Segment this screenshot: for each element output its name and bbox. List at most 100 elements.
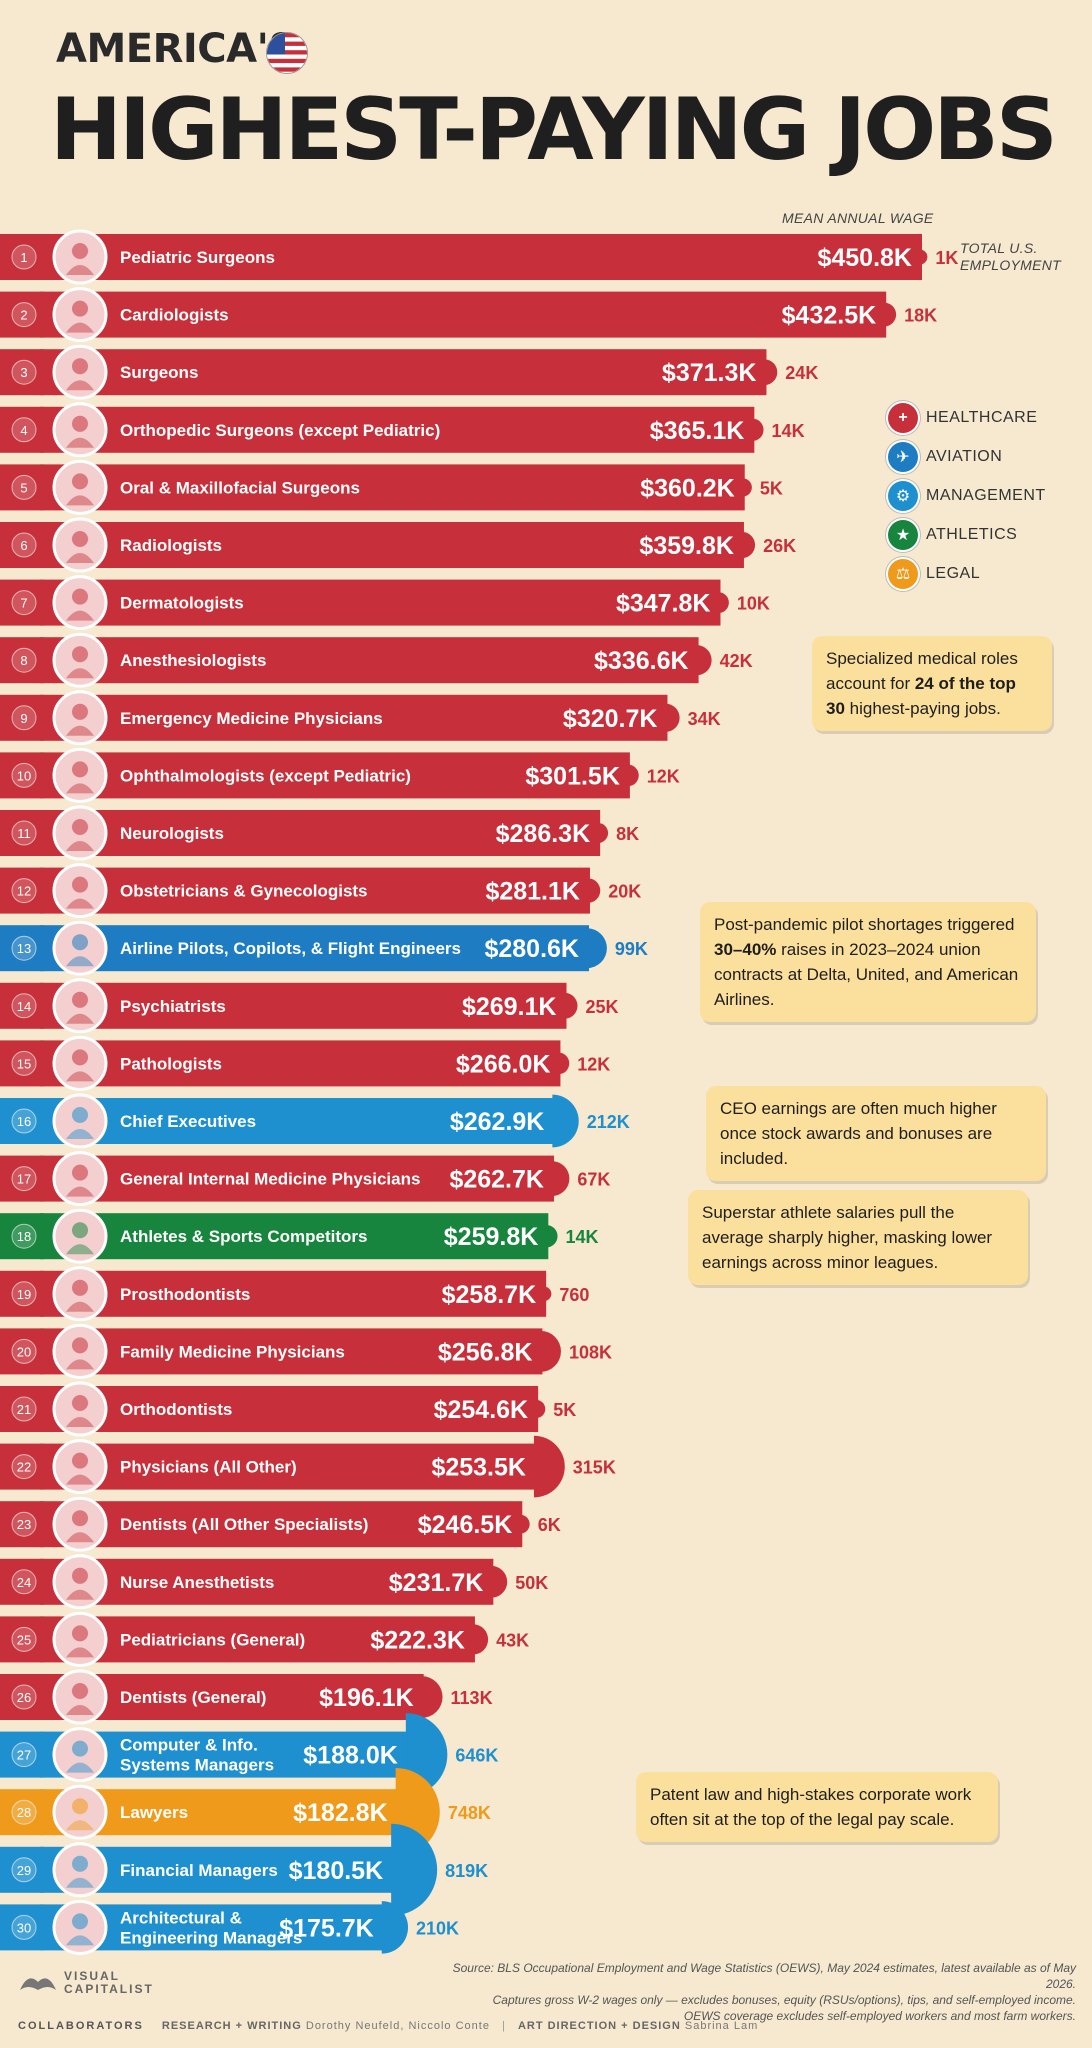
job-photo-head-4: [72, 415, 88, 432]
wage-label-5: $360.2K: [640, 474, 735, 502]
rank-number-9: 9: [20, 711, 27, 726]
job-photo-head-5: [72, 473, 88, 490]
rank-number-20: 20: [17, 1344, 31, 1359]
job-photo-head-19: [72, 1279, 88, 1296]
rank-pill-11: [0, 810, 44, 856]
employment-label-5: 5K: [760, 478, 783, 498]
employment-semicircle-20: [540, 1330, 561, 1372]
wage-bar-8: [40, 637, 699, 684]
employment-label-3: 24K: [785, 363, 818, 383]
job-photo-head-22: [72, 1452, 88, 1469]
job-label-23: Dentists (All Other Specialists): [120, 1515, 368, 1534]
us-flag-icon: [266, 32, 308, 74]
rank-pill-28: [0, 1789, 44, 1836]
job-photo-head-28: [72, 1798, 88, 1815]
rank-circle-17: [11, 1166, 37, 1192]
logo-line-1: VISUAL: [64, 1969, 121, 1983]
employment-semicircle-16: [552, 1094, 579, 1148]
rank-circle-9: [11, 705, 37, 731]
note-medical-roles: Specialized medical roles account for 24…: [812, 636, 1052, 731]
rank-circle-15: [11, 1050, 37, 1076]
rank-number-8: 8: [20, 653, 27, 668]
rank-number-26: 26: [17, 1690, 31, 1705]
job-photo-head-25: [72, 1625, 88, 1642]
rank-pill-22: [0, 1443, 44, 1490]
job-photo-body-28: [66, 1820, 94, 1831]
job-photo-head-29: [72, 1855, 88, 1872]
title-line-2: HIGHEST-PAYING JOBS: [50, 80, 1058, 180]
rank-number-1: 1: [20, 250, 27, 265]
job-label-11: Neurologists: [120, 824, 224, 843]
employment-label-15: 12K: [577, 1054, 610, 1074]
rank-circle-4: [11, 417, 37, 443]
legend-item-management: ⚙ MANAGEMENT: [888, 476, 1046, 515]
job-photo-body-20: [66, 1359, 94, 1370]
employment-label-28: 748K: [448, 1803, 491, 1823]
wage-label-28: $182.8K: [293, 1799, 388, 1827]
rank-number-10: 10: [17, 768, 31, 783]
job-photo-body-27: [66, 1762, 94, 1773]
rank-pill-15: [0, 1040, 44, 1087]
rank-pill-13: [0, 925, 44, 972]
legend-label-legal: LEGAL: [926, 564, 981, 582]
job-label-24: Nurse Anesthetists: [120, 1573, 274, 1592]
job-label-1: Pediatric Surgeons: [120, 248, 275, 267]
wage-bar-1: [40, 234, 922, 280]
job-photo-head-11: [72, 819, 88, 835]
job-photo-body-30: [66, 1935, 94, 1946]
employment-semicircle-22: [533, 1435, 565, 1498]
rank-number-16: 16: [17, 1114, 31, 1129]
wage-bar-13: [40, 925, 589, 972]
employment-semicircle-13: [587, 928, 607, 969]
note-medical-text-1: Specialized medical roles account for: [826, 649, 1018, 693]
wage-label-15: $266.0K: [456, 1050, 551, 1078]
employment-label-20: 108K: [569, 1342, 612, 1362]
employment-label-12: 20K: [608, 882, 641, 902]
employment-semicircle-5: [742, 478, 752, 497]
wage-bar-21: [40, 1386, 539, 1432]
rank-circle-24: [11, 1569, 37, 1595]
job-label-27-line-1: Computer & Info.: [120, 1736, 258, 1755]
rank-pill-5: [0, 464, 44, 511]
job-photo-head-14: [72, 991, 88, 1008]
employment-semicircle-29: [391, 1823, 438, 1916]
rank-pill-7: [0, 579, 44, 626]
rank-circle-13: [11, 935, 37, 961]
rank-number-24: 24: [17, 1575, 31, 1590]
rank-number-13: 13: [17, 941, 31, 956]
rank-pill-14: [0, 982, 44, 1029]
wage-bar-25: [40, 1616, 475, 1663]
rank-pill-23: [0, 1501, 44, 1548]
employment-label-8: 42K: [720, 651, 753, 671]
legend-label-aviation: AVIATION: [926, 447, 1003, 465]
wage-label-24: $231.7K: [389, 1569, 484, 1597]
job-photo-head-3: [72, 358, 88, 375]
job-photo-head-6: [72, 531, 88, 547]
rank-pill-21: [0, 1386, 44, 1432]
job-photo-body-18: [66, 1244, 94, 1255]
rank-pill-9: [0, 694, 44, 741]
job-photo-body-11: [66, 841, 94, 851]
legend-label-athletics: ATHLETICS: [926, 525, 1018, 543]
note-medical-text-2: highest-paying jobs.: [844, 699, 1001, 718]
rank-circle-8: [11, 647, 37, 673]
job-label-2: Cardiologists: [120, 306, 229, 325]
job-label-10: Ophthalmologists (except Pediatric): [120, 766, 411, 785]
job-photo-body-14: [66, 1013, 94, 1024]
wage-bar-4: [40, 406, 755, 453]
research-names: Dorothy Neufeld, Niccolo Conte: [305, 2020, 490, 2032]
employment-label-10: 12K: [647, 766, 680, 786]
source-line-1: Source: BLS Occupational Employment and …: [452, 1961, 1076, 1991]
employment-label-18: 14K: [566, 1227, 599, 1247]
rank-circle-7: [11, 590, 37, 616]
wage-bar-14: [40, 982, 567, 1029]
rank-number-29: 29: [17, 1863, 31, 1878]
employment-label-17: 67K: [577, 1170, 610, 1190]
rank-number-12: 12: [17, 884, 31, 899]
rank-number-17: 17: [17, 1172, 31, 1187]
rank-number-25: 25: [17, 1632, 31, 1647]
job-label-9: Emergency Medicine Physicians: [120, 709, 383, 728]
job-photo-body-9: [66, 725, 94, 736]
job-photo-body-4: [66, 437, 94, 448]
rank-pill-3: [0, 349, 44, 396]
